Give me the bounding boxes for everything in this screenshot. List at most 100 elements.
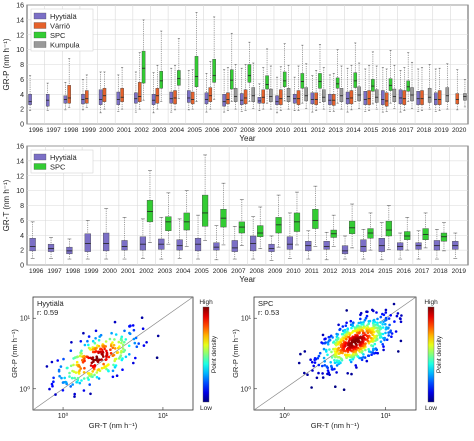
scatter-point <box>346 328 350 331</box>
scatter-point <box>124 355 128 359</box>
scatter-point <box>122 350 125 354</box>
scatter-point <box>348 353 351 357</box>
scatter-point <box>379 315 383 319</box>
panel-label: Hyytiälä <box>37 299 65 308</box>
scatter-point <box>52 380 55 384</box>
scatter-point <box>379 321 382 324</box>
scatter-point <box>382 337 385 340</box>
scatter-point <box>79 354 82 358</box>
box-SPC-2012 <box>318 73 322 89</box>
scatter-point <box>109 344 113 348</box>
y-tick-label: 8 <box>20 203 24 210</box>
scatter-point <box>103 365 107 368</box>
scatter-point <box>396 312 400 315</box>
scatter-point <box>378 328 382 331</box>
box-Hyytiälä-2002 <box>139 236 147 251</box>
scatter-point <box>324 337 327 341</box>
scatter-point <box>354 327 357 331</box>
scatter-point <box>82 331 85 335</box>
scatter-point <box>48 387 51 391</box>
y-tick-label: 6 <box>20 77 24 84</box>
scatter-point <box>80 379 83 382</box>
scatter-point <box>76 376 80 380</box>
box-Hyytiälä-1996 <box>29 238 36 252</box>
scatter-point <box>339 341 343 344</box>
box-Hyytiälä-2009 <box>268 243 275 252</box>
scatter-point <box>76 355 79 359</box>
scatter-point <box>74 371 78 374</box>
scatter-point <box>321 364 324 368</box>
box-SPC-2015 <box>371 79 375 92</box>
scatter-point <box>310 360 314 364</box>
scatter-point <box>123 329 126 333</box>
scatter-point <box>120 339 124 342</box>
box-Hyytiälä-2004 <box>169 91 173 104</box>
y-tick-label: 10 <box>16 188 24 195</box>
box-Hyytiälä-2009 <box>257 97 262 104</box>
legend-label: Värriö <box>50 22 70 31</box>
scatter-point <box>111 354 115 358</box>
y-tick-label: 0 <box>20 122 24 129</box>
scatter-point <box>387 331 390 334</box>
x-tick-label: 2010 <box>276 127 291 134</box>
scatter-point <box>120 349 123 353</box>
scatter-point <box>112 343 116 347</box>
scatter-point <box>89 348 92 351</box>
y-tick-label: 14 <box>16 17 24 24</box>
scatter-point <box>337 323 340 327</box>
scatter-point <box>103 347 106 351</box>
scatter-point <box>351 352 355 356</box>
box-Kumpula-2012 <box>322 89 326 102</box>
box-Värriö-2015 <box>367 90 371 105</box>
scatter-point <box>45 365 49 368</box>
box-SPC-2008 <box>257 225 264 237</box>
scatter-point <box>384 308 388 312</box>
scatter-point <box>115 351 119 355</box>
x-tick-label: 2005 <box>187 127 202 134</box>
scatter-point <box>71 383 74 386</box>
box-Hyytiälä-2012 <box>323 240 330 250</box>
scatter-point <box>355 339 358 343</box>
scatter-point <box>79 367 83 370</box>
scatter-point <box>367 354 370 358</box>
scatter-point <box>371 333 374 337</box>
scatter-point <box>381 343 385 346</box>
scatter-point <box>384 327 388 331</box>
scatter-point <box>346 353 349 357</box>
scatter-point <box>356 329 360 332</box>
scatter-point <box>341 325 345 328</box>
scatter-point <box>387 317 391 320</box>
scatter-point <box>94 348 97 351</box>
y-axis-label: GR-P (nm h⁻¹) <box>231 329 240 378</box>
x-axis-label: GR-T (nm h⁻¹) <box>311 421 360 430</box>
x-tick-label: 10¹ <box>158 413 169 420</box>
x-tick-label: 2017 <box>399 127 414 134</box>
scatter-point <box>86 339 89 343</box>
scatter-point <box>73 392 76 396</box>
x-tick-label: 2017 <box>415 268 430 275</box>
correlation-label: r: 0.53 <box>258 308 279 317</box>
scatter-point <box>387 334 391 337</box>
box-Kumpula-2016 <box>392 88 397 102</box>
scatter-point <box>393 320 396 323</box>
x-tick-label: 2015 <box>364 127 379 134</box>
scatter-point <box>344 344 347 348</box>
x-tick-label: 2004 <box>170 127 185 134</box>
y-axis-label: GR-T (nm h⁻¹) <box>2 179 11 231</box>
box-Hyytiälä-2007 <box>231 240 238 252</box>
scatter-point <box>321 333 325 337</box>
box-Hyytiälä-2010 <box>286 236 294 250</box>
scatter-point <box>123 340 126 344</box>
legend-swatch <box>33 12 47 20</box>
scatter-point <box>81 358 84 362</box>
scatter-point <box>358 331 361 335</box>
scatter-point <box>330 350 333 354</box>
scatter-point <box>326 353 329 357</box>
scatter-point <box>359 313 362 317</box>
scatter-point <box>115 374 119 378</box>
colorbar-title: Point density <box>436 335 443 373</box>
x-tick-label: 2008 <box>249 268 264 275</box>
scatter-point <box>113 320 117 324</box>
scatter-point <box>341 332 345 336</box>
scatter-point <box>367 320 371 323</box>
